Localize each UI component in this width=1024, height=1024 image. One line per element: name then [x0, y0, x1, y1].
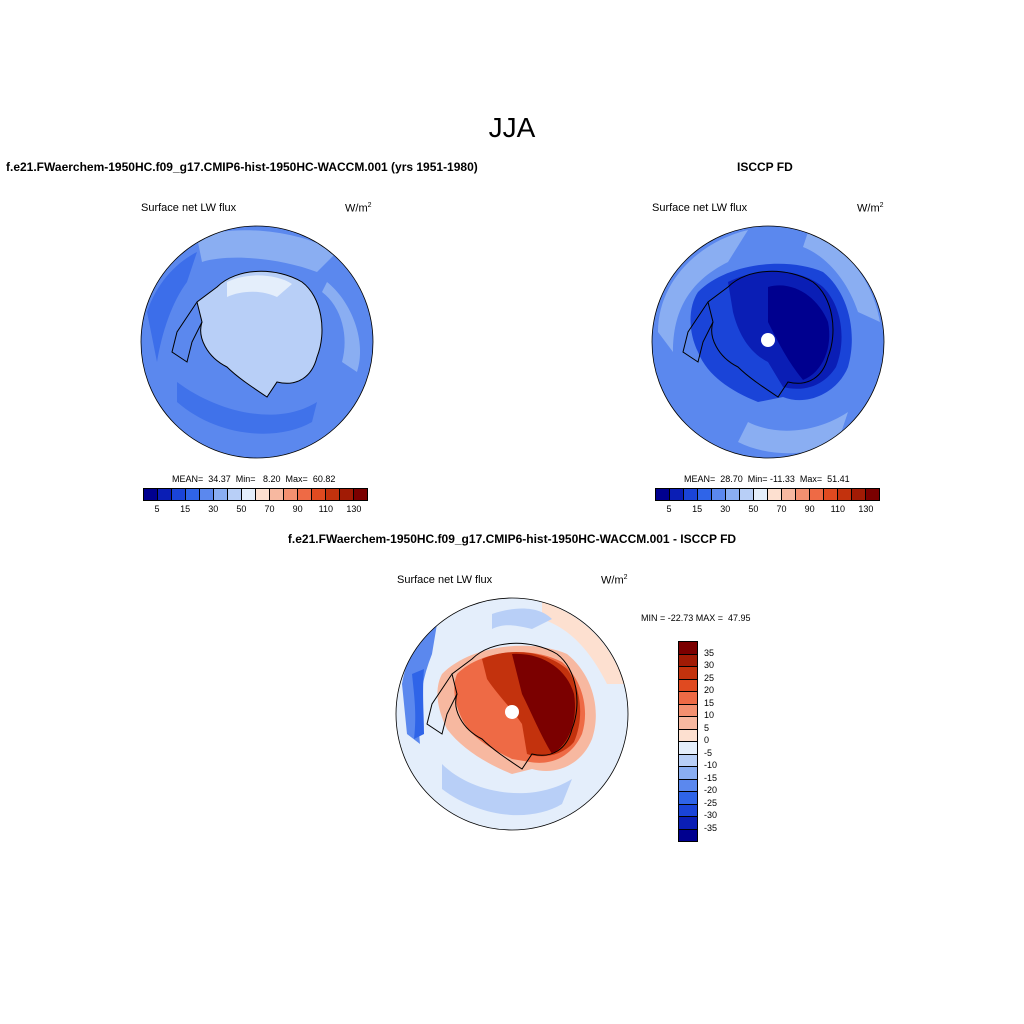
diff-colorbar-tick-label: 35: [704, 647, 715, 658]
obs-colorbar-swatch: [656, 489, 670, 500]
model-colorbar-swatch: [200, 489, 214, 500]
diff-colorbar-swatch: [679, 792, 697, 805]
model-colorbar-swatch: [256, 489, 270, 500]
obs-units-label: W/m2: [857, 202, 884, 215]
obs-colorbar-swatch: [782, 489, 796, 500]
diff-colorbar-swatch: [679, 692, 697, 705]
obs-colorbar-swatch: [740, 489, 754, 500]
model-variable-label: Surface net LW flux: [141, 202, 237, 214]
diff-colorbar-swatch: [679, 679, 697, 692]
obs-colorbar-swatch: [852, 489, 866, 500]
diff-polar-map: [395, 597, 629, 831]
diff-colorbar-tick-label: 5: [704, 722, 710, 733]
diff-colorbar-tick-label: -5: [704, 747, 713, 758]
model-colorbar-tick-label: 90: [292, 504, 303, 514]
model-colorbar-swatch: [186, 489, 200, 500]
obs-colorbar-swatch: [824, 489, 838, 500]
model-colorbar-swatch: [228, 489, 242, 500]
model-colorbar: 5 15 30 50 70 90 110 130: [143, 488, 368, 515]
obs-polar-map: [651, 225, 885, 459]
diff-colorbar-tick-label: 15: [704, 697, 715, 708]
model-colorbar-swatch: [270, 489, 284, 500]
diff-colorbar-tick-label: 0: [704, 735, 710, 745]
obs-colorbar: 5 15 30 50 70 90 110 130: [655, 488, 880, 515]
model-polar-map: [140, 225, 374, 459]
diff-colorbar-swatch: [679, 717, 697, 730]
diff-colorbar: [678, 641, 698, 842]
obs-colorbar-swatch: [768, 489, 782, 500]
diff-colorbar-tick-label: 20: [704, 685, 715, 695]
diff-colorbar-ticks: 35 30 25 20 15 10 5 0 -5 -10 -15 -20 -25 -30 -35: [702, 641, 742, 841]
diff-colorbar-tick-label: -35: [704, 822, 718, 833]
model-colorbar-swatch: [144, 489, 158, 500]
model-colorbar-swatch: [284, 489, 298, 500]
obs-colorbar-swatch: [866, 489, 879, 500]
model-colorbar-tick-label: 30: [208, 504, 219, 514]
model-colorbar-tick-label: 15: [180, 504, 191, 514]
model-colorbar-tick-label: 110: [318, 504, 333, 514]
diff-variable-label: Surface net LW flux: [397, 574, 493, 586]
model-colorbar-swatch: [298, 489, 312, 500]
diff-colorbar-tick-label: -30: [704, 810, 718, 820]
diff-panel-title: f.e21.FWaerchem-1950HC.f09_g17.CMIP6-his…: [287, 532, 737, 546]
obs-colorbar-tick-label: 15: [692, 504, 703, 514]
diff-colorbar-tick-label: 30: [704, 660, 715, 670]
diff-colorbar-swatch: [679, 829, 697, 841]
diff-colorbar-swatch: [679, 642, 697, 655]
model-colorbar-swatch: [326, 489, 340, 500]
obs-colorbar-swatch: [838, 489, 852, 500]
diff-colorbar-swatch: [679, 742, 697, 755]
model-colorbar-tick-label: 130: [346, 504, 362, 514]
diff-colorbar-swatch: [679, 779, 697, 792]
model-colorbar-tick-label: 70: [264, 504, 275, 514]
diff-colorbar-tick-label: -10: [704, 760, 718, 770]
diff-colorbar-swatch: [679, 704, 697, 717]
model-colorbar-tick-label: 50: [236, 504, 247, 514]
diff-colorbar-swatch: [679, 754, 697, 767]
diff-colorbar-tick-label: -15: [704, 772, 718, 783]
model-colorbar-tick-label: 5: [154, 504, 160, 514]
diff-colorbar-tick-label: 25: [704, 672, 715, 683]
obs-colorbar-tick-label: 70: [776, 504, 787, 514]
model-stats: MEAN= 34.37 Min= 8.20 Max= 60.82: [172, 474, 336, 484]
diff-minmax: MIN = -22.73 MAX = 47.95: [641, 613, 751, 623]
diff-colorbar-tick-label: 10: [704, 710, 715, 720]
obs-colorbar-tick-label: 130: [858, 504, 874, 514]
diff-colorbar-swatch: [679, 729, 697, 742]
model-colorbar-swatch: [158, 489, 172, 500]
model-colorbar-swatch: [172, 489, 186, 500]
obs-colorbar-tick-label: 90: [804, 504, 815, 514]
obs-colorbar-tick-label: 30: [720, 504, 731, 514]
obs-colorbar-swatch: [754, 489, 768, 500]
diff-colorbar-tick-label: -25: [704, 797, 718, 808]
model-units-label: W/m2: [345, 202, 372, 215]
obs-stats: MEAN= 28.70 Min= -11.33 Max= 51.41: [684, 474, 850, 484]
obs-colorbar-swatch: [726, 489, 740, 500]
obs-colorbar-tick-label: 50: [748, 504, 759, 514]
diff-colorbar-swatch: [679, 767, 697, 780]
figure-title: JJA: [488, 112, 536, 143]
model-panel-title: f.e21.FWaerchem-1950HC.f09_g17.CMIP6-his…: [6, 160, 478, 174]
obs-colorbar-swatch: [684, 489, 698, 500]
model-colorbar-swatch: [354, 489, 367, 500]
obs-panel-title: ISCCP FD: [737, 160, 793, 174]
obs-colorbar-tick-label: 110: [830, 504, 845, 514]
diff-colorbar-swatch: [679, 804, 697, 817]
diff-colorbar-tick-label: -20: [704, 785, 718, 795]
obs-colorbar-swatch: [810, 489, 824, 500]
obs-colorbar-swatch: [712, 489, 726, 500]
obs-colorbar-swatch: [698, 489, 712, 500]
obs-colorbar-swatch: [796, 489, 810, 500]
diff-units-label: W/m2: [601, 574, 628, 587]
obs-colorbar-swatch: [670, 489, 684, 500]
model-colorbar-swatch: [340, 489, 354, 500]
obs-colorbar-tick-label: 5: [666, 504, 672, 514]
diff-colorbar-swatch: [679, 654, 697, 667]
model-colorbar-swatch: [312, 489, 326, 500]
diff-colorbar-swatch: [679, 817, 697, 830]
diff-colorbar-swatch: [679, 667, 697, 680]
obs-variable-label: Surface net LW flux: [652, 202, 748, 214]
model-colorbar-swatch: [214, 489, 228, 500]
model-colorbar-swatch: [242, 489, 256, 500]
